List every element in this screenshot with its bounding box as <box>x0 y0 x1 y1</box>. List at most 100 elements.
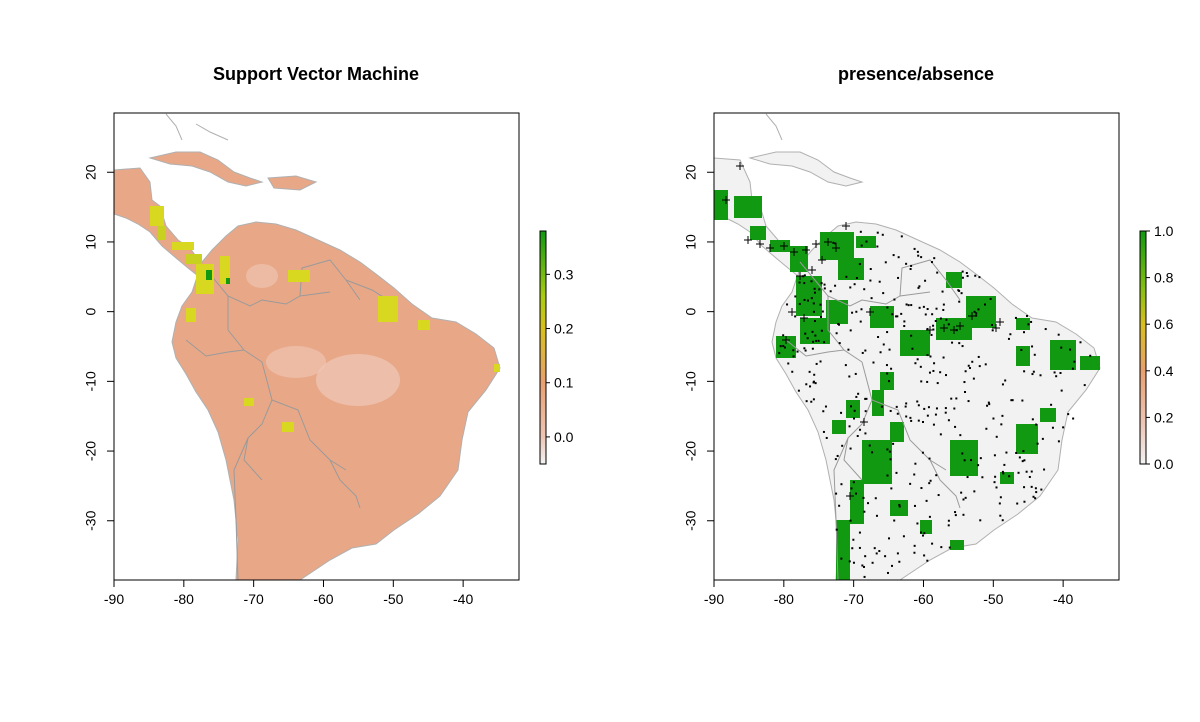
absence-point <box>838 342 841 345</box>
absence-point <box>888 348 891 351</box>
absence-point <box>849 447 852 450</box>
absence-point <box>888 450 891 453</box>
absence-point <box>945 318 948 321</box>
absence-point <box>966 275 969 278</box>
absence-point <box>791 370 794 373</box>
absence-point <box>809 385 812 388</box>
absence-point <box>1009 333 1012 336</box>
legend-colorbar <box>539 230 547 465</box>
absence-point <box>979 457 982 460</box>
absence-point <box>966 476 969 479</box>
absence-point <box>955 397 958 400</box>
absence-point <box>924 313 927 316</box>
absence-point <box>849 519 852 522</box>
absence-point <box>886 571 889 574</box>
absence-point <box>819 303 822 306</box>
absence-point <box>891 313 894 316</box>
absence-point <box>819 360 822 363</box>
absence-point <box>968 367 971 370</box>
absence-point <box>896 552 899 555</box>
absence-point <box>1030 470 1033 473</box>
absence-point <box>1035 423 1038 426</box>
absence-point <box>917 404 920 407</box>
absence-point <box>905 303 908 306</box>
absence-point <box>905 415 908 418</box>
presence-point <box>812 240 820 248</box>
absence-point <box>792 349 795 352</box>
legend: 0.3 0.2 0.1 0.0 <box>539 230 574 465</box>
absence-point <box>910 334 913 337</box>
absence-point <box>834 284 837 287</box>
absence-point <box>852 561 855 564</box>
absence-point <box>886 448 889 451</box>
absence-point <box>917 286 920 289</box>
absence-point <box>1020 348 1023 351</box>
absence-point <box>1083 384 1086 387</box>
absence-point <box>838 504 841 507</box>
absence-point <box>959 434 962 437</box>
absence-point <box>861 564 864 567</box>
coastline-north <box>765 113 783 141</box>
absence-point <box>837 322 840 325</box>
country-borders <box>785 259 961 580</box>
absence-point <box>926 559 929 562</box>
absence-point <box>1021 460 1024 463</box>
axes: -90 -80 -70 -60 -50 -40 20 10 0 -10 -20 -30 <box>83 164 474 607</box>
land-interior-light <box>266 346 326 378</box>
presence-point <box>996 318 1004 326</box>
absence-point <box>840 411 843 414</box>
legend-tick-label: 0.0 <box>1154 456 1174 472</box>
absence-point <box>898 505 901 508</box>
absence-point <box>849 405 852 408</box>
absence-point <box>989 297 992 300</box>
absence-point <box>954 425 957 428</box>
absence-point <box>962 498 965 501</box>
absence-point <box>797 389 800 392</box>
absence-point <box>1002 472 1005 475</box>
absence-point <box>892 254 895 257</box>
absence-point <box>995 486 998 489</box>
absence-point <box>998 502 1001 505</box>
absence-point <box>926 380 929 383</box>
absence-point <box>1014 316 1017 319</box>
absence-point <box>913 544 916 547</box>
absence-point <box>941 290 944 293</box>
absence-point <box>910 304 913 307</box>
absence-point <box>878 280 881 283</box>
absence-point <box>910 419 913 422</box>
absence-point <box>898 503 901 506</box>
absence-point <box>979 519 982 522</box>
absence-point <box>1000 423 1003 426</box>
absence-point <box>811 347 814 350</box>
absence-point <box>815 362 818 365</box>
absence-point <box>935 407 938 410</box>
absence-point <box>1032 370 1035 373</box>
absence-point <box>947 419 950 422</box>
x-tick-label: -40 <box>453 591 473 607</box>
plot-frame <box>113 112 520 581</box>
legend: 1.0 0.8 0.6 0.4 0.2 0.0 <box>1139 223 1174 472</box>
absence-point <box>876 231 879 234</box>
presence-point <box>866 308 874 316</box>
absence-point <box>913 473 916 476</box>
absence-point <box>917 254 920 257</box>
absence-point <box>929 355 932 358</box>
absence-point <box>947 524 950 527</box>
absence-point <box>1033 353 1036 356</box>
absence-point <box>848 375 851 378</box>
absence-point <box>855 276 858 279</box>
absence-point <box>961 345 964 348</box>
absence-point <box>961 276 964 279</box>
absence-point <box>1022 331 1025 334</box>
panel-presence-absence: presence/absence <box>683 64 1174 607</box>
absence-point <box>967 364 970 367</box>
absence-point <box>970 459 973 462</box>
absence-point <box>1028 475 1031 478</box>
absence-point <box>923 554 926 557</box>
absence-point <box>794 295 797 298</box>
presence-point <box>846 492 854 500</box>
absence-point <box>875 552 878 555</box>
presence-point <box>940 324 948 332</box>
absence-point <box>932 423 935 426</box>
absence-point <box>835 492 838 495</box>
